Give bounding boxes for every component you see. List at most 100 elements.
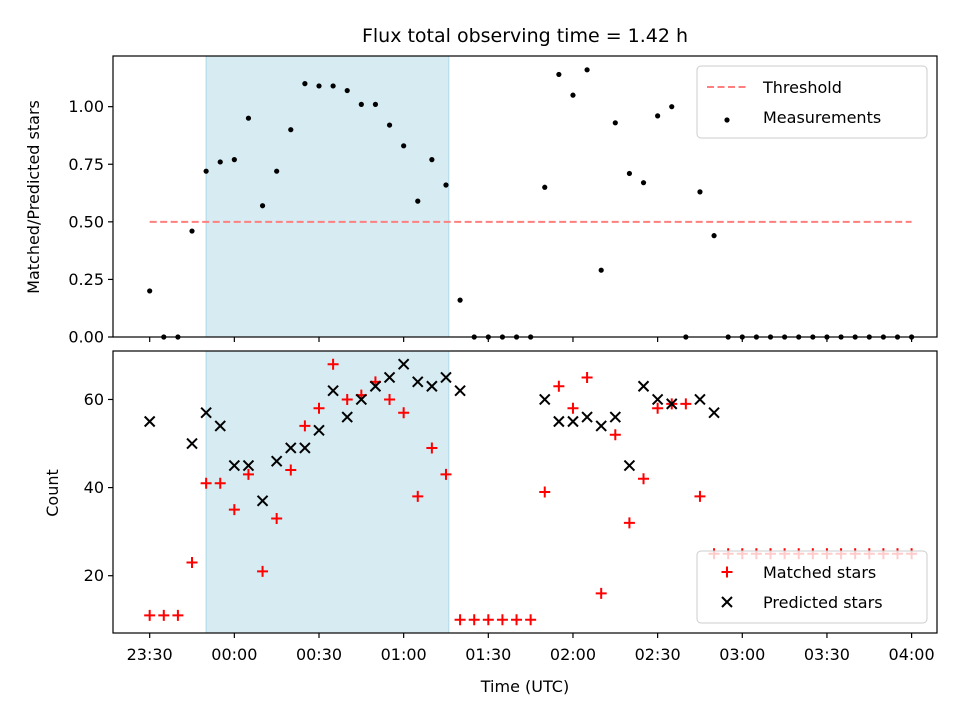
legend: Matched stars Predicted stars (696, 550, 928, 624)
data-point (694, 393, 706, 406)
data-point (655, 113, 661, 119)
data-point (316, 83, 322, 89)
data-point (369, 380, 382, 392)
data-point (612, 120, 618, 126)
data-point (383, 371, 396, 384)
data-point (228, 459, 241, 472)
data-point (398, 407, 410, 419)
legend-swatch (721, 566, 733, 578)
data-point (669, 104, 675, 110)
data-point (457, 297, 463, 303)
data-point (440, 371, 452, 384)
y-tick-label: 0.50 (68, 212, 104, 231)
data-point (200, 406, 212, 419)
legend-box (696, 65, 928, 139)
data-point (598, 267, 604, 273)
y-tick-label: 40 (84, 478, 104, 497)
data-point (386, 122, 393, 128)
data-point (651, 393, 664, 406)
data-point (623, 459, 636, 472)
x-tick-label: 04:00 (889, 645, 935, 664)
legend-label: Measurements (763, 108, 881, 127)
data-point (242, 459, 255, 472)
series-predicted-stars (143, 358, 720, 507)
top-panel: 0.00 0.25 0.50 0.75 1.00 Threshold Measurement… (68, 55, 938, 347)
data-point (231, 157, 237, 163)
data-point (637, 380, 650, 392)
data-point (397, 358, 410, 370)
data-point (158, 609, 170, 621)
data-point (440, 468, 452, 480)
y-tick-label: 0.00 (68, 328, 104, 347)
data-point (542, 184, 548, 190)
x-tick-label: 03:00 (719, 645, 765, 664)
data-point (313, 424, 325, 437)
plot-frame (112, 350, 938, 634)
data-point (256, 495, 269, 507)
data-point (372, 101, 379, 107)
data-point (426, 442, 438, 454)
data-point (468, 614, 480, 626)
data-point (609, 411, 622, 423)
data-point (344, 87, 350, 94)
data-point (313, 402, 325, 414)
top-y-axis-title: Matched/Predicted stars (24, 100, 43, 294)
data-point (694, 490, 706, 502)
data-point (553, 380, 565, 392)
data-point (415, 198, 421, 204)
y-tick-label: 20 (84, 566, 104, 585)
data-point (401, 143, 407, 149)
data-point (341, 411, 353, 423)
data-point (708, 406, 720, 419)
data-point (711, 233, 717, 239)
data-point (412, 376, 424, 388)
data-point (186, 437, 198, 450)
data-point (412, 490, 424, 502)
observing-window-band (205, 350, 450, 634)
data-point (203, 168, 209, 174)
data-point (623, 517, 635, 529)
data-point (259, 203, 266, 209)
data-point (556, 71, 562, 78)
data-point (228, 504, 240, 516)
data-point (242, 468, 254, 480)
legend-label: Threshold (762, 78, 842, 97)
legend-swatch (724, 117, 730, 123)
data-point (327, 358, 339, 370)
x-tick-label: 02:30 (635, 645, 681, 664)
data-point (426, 380, 438, 392)
data-point (341, 393, 353, 405)
data-point (330, 83, 336, 89)
observing-window-band (205, 55, 450, 338)
data-point (189, 228, 195, 234)
data-point (186, 557, 198, 568)
data-point (285, 442, 297, 454)
data-point (285, 464, 297, 476)
data-point (355, 393, 368, 406)
data-point (214, 420, 226, 432)
bottom-y-axis-title: Count (43, 469, 62, 517)
data-point (581, 411, 593, 423)
data-point (595, 587, 607, 599)
data-point (358, 101, 364, 107)
data-point (496, 614, 508, 626)
y-tick-label: 0.25 (68, 270, 104, 289)
data-point (609, 429, 621, 441)
legend-box (696, 550, 928, 624)
data-point (299, 420, 311, 432)
x-tick-label: 23:30 (127, 645, 173, 664)
y-tick-label: 60 (84, 390, 104, 409)
data-point (652, 402, 664, 414)
data-point (302, 81, 308, 87)
data-point (584, 67, 590, 73)
data-point (245, 115, 252, 121)
data-point (288, 127, 294, 133)
legend: Threshold Measurements (696, 65, 928, 139)
data-point (270, 455, 283, 467)
x-tick-label: 01:00 (381, 645, 427, 664)
data-point (595, 420, 607, 432)
data-point (271, 512, 283, 524)
y-tick-label: 1.00 (68, 97, 104, 116)
data-point (454, 384, 466, 397)
